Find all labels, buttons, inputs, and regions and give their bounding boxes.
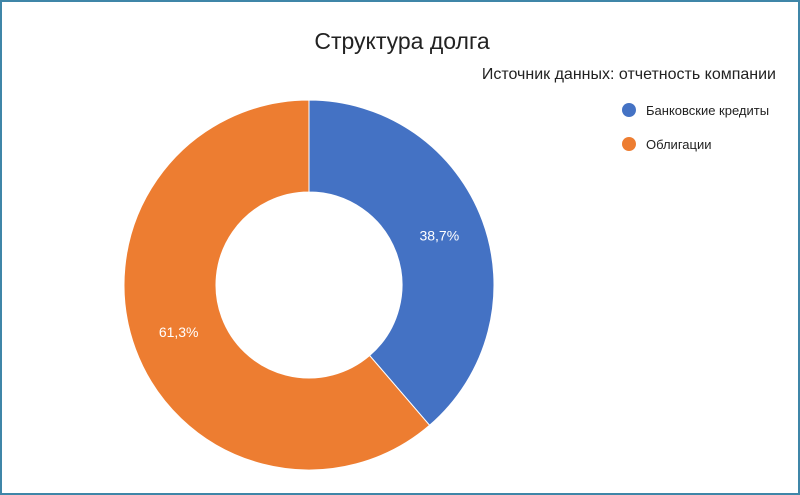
- slice-bonds[interactable]: [123, 99, 431, 471]
- legend-marker-bank-loans: [622, 103, 636, 117]
- chart-subtitle: Источник данных: отчетность компании: [481, 66, 776, 83]
- chart-legend: Банковские кредиты Облигации: [622, 100, 769, 168]
- chart-title: Структура долга: [314, 28, 490, 54]
- legend-label-bonds: Облигации: [646, 136, 712, 152]
- legend-label-bank-loans: Банковские кредиты: [646, 102, 770, 118]
- legend-item-bank-loans[interactable]: Банковские кредиты: [622, 100, 769, 120]
- legend-item-bonds[interactable]: Облигации: [622, 134, 769, 154]
- slice-label-bonds: 61,3%: [159, 324, 199, 340]
- slice-bank-loans[interactable]: [308, 99, 495, 427]
- legend-marker-bonds: [622, 137, 636, 151]
- slice-label-bank-loans: 38,7%: [419, 227, 459, 243]
